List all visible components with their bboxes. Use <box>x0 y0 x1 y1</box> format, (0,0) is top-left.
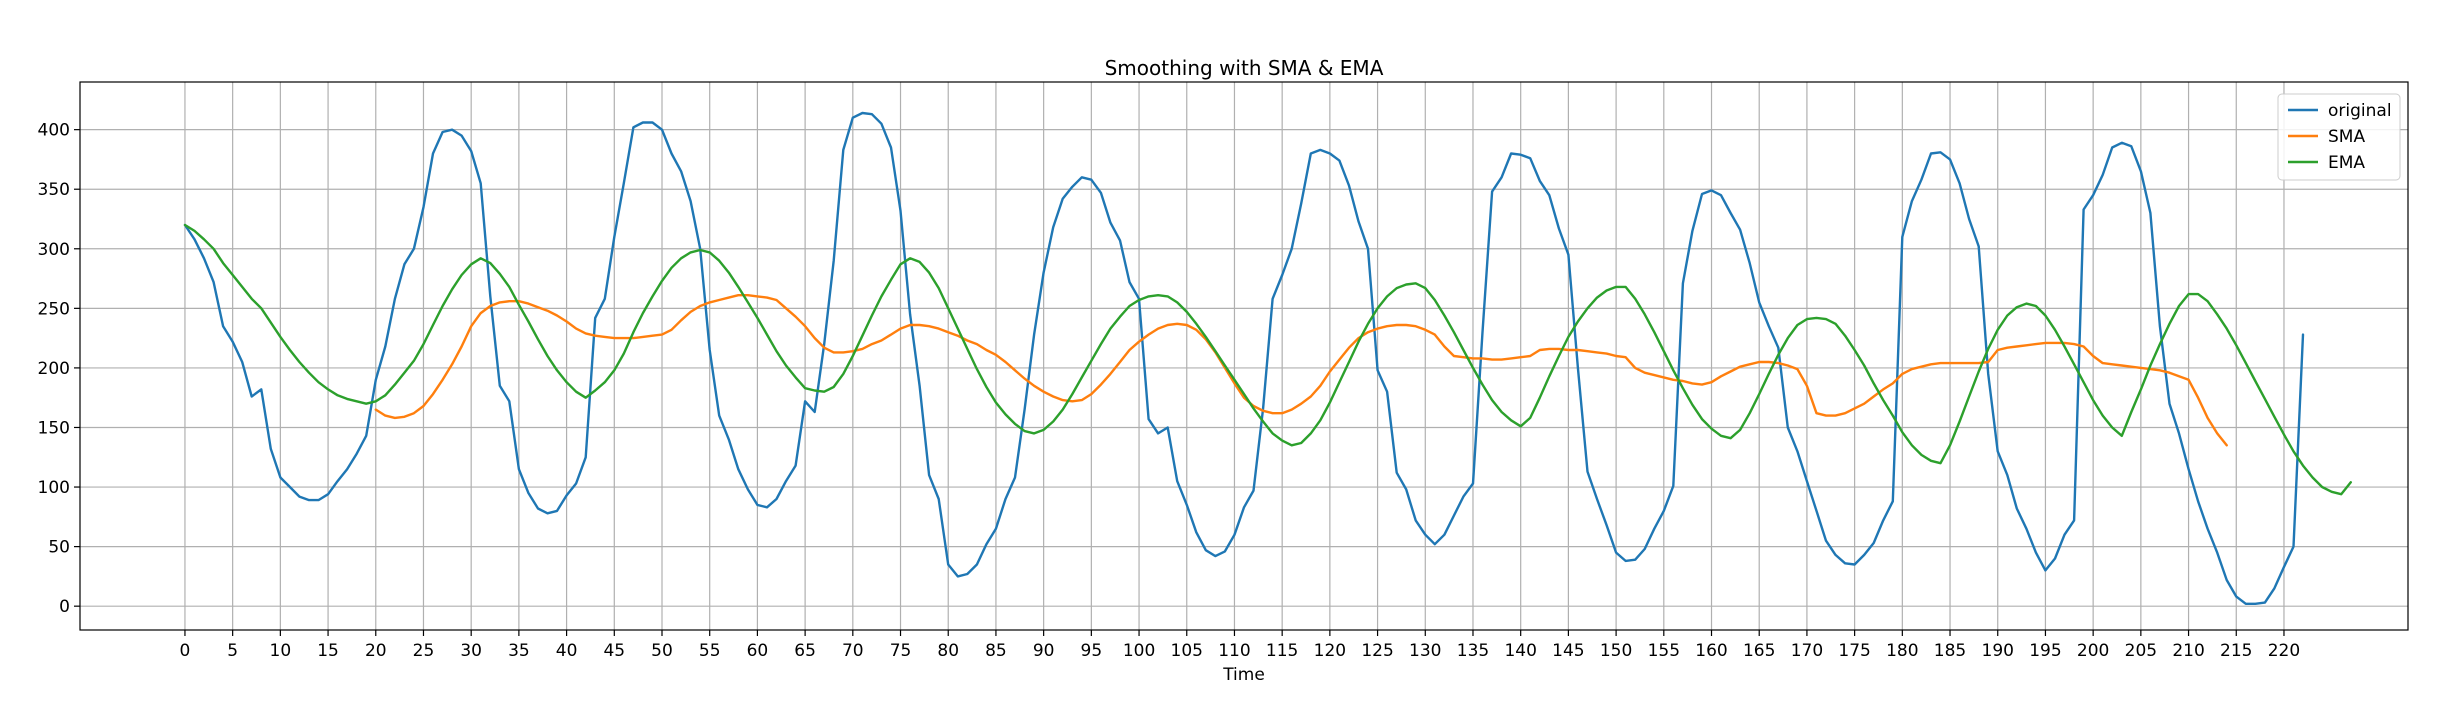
x-tick-label: 100 <box>1123 641 1155 661</box>
x-tick-label: 95 <box>1081 641 1103 661</box>
x-tick-label: 70 <box>842 641 864 661</box>
x-tick-label: 175 <box>1838 641 1870 661</box>
y-tick-label: 50 <box>48 538 70 558</box>
x-tick-label: 165 <box>1743 641 1775 661</box>
x-tick-label: 200 <box>2077 641 2109 661</box>
axes-frame <box>79 81 2409 631</box>
x-tick-label: 75 <box>890 641 912 661</box>
x-tick-label: 130 <box>1409 641 1441 661</box>
x-tick-label: 135 <box>1457 641 1489 661</box>
x-tick-label: 50 <box>651 641 673 661</box>
x-tick-label: 115 <box>1266 641 1298 661</box>
x-tick-label: 140 <box>1504 641 1536 661</box>
x-tick-label: 80 <box>937 641 959 661</box>
y-tick-label: 150 <box>38 418 70 438</box>
series-layer <box>183 111 2352 605</box>
y-tick-label: 350 <box>38 180 70 200</box>
series-line-original <box>183 111 2305 605</box>
x-tick-label: 195 <box>2029 641 2061 661</box>
y-tick-label: 300 <box>38 240 70 260</box>
x-tick-label: 145 <box>1552 641 1584 661</box>
x-tick-label: 105 <box>1171 641 1203 661</box>
legend: original SMA EMA <box>2277 93 2401 181</box>
x-tick-label: 220 <box>2268 641 2300 661</box>
y-tick-label: 100 <box>38 478 70 498</box>
x-tick-label: 150 <box>1600 641 1632 661</box>
x-tick-label: 0 <box>180 641 191 661</box>
x-tick-label: 110 <box>1218 641 1250 661</box>
grid-layer <box>80 82 2408 630</box>
x-tick-label: 25 <box>413 641 435 661</box>
legend-label-original: original <box>2328 101 2392 121</box>
x-tick-label: 120 <box>1314 641 1346 661</box>
x-tick-label: 20 <box>365 641 387 661</box>
legend-label-ema: EMA <box>2328 153 2365 173</box>
x-tick-label: 60 <box>747 641 769 661</box>
x-tick-label: 215 <box>2220 641 2252 661</box>
x-tick-label: 90 <box>1033 641 1055 661</box>
series-line-ema <box>183 223 2352 496</box>
x-tick-label: 5 <box>227 641 238 661</box>
y-tick-label: 400 <box>38 121 70 141</box>
x-tick-label: 155 <box>1648 641 1680 661</box>
y-tick-label: 250 <box>38 299 70 319</box>
chart-title: Smoothing with SMA & EMA <box>1105 56 1384 80</box>
x-tick-label: 125 <box>1361 641 1393 661</box>
x-tick-label: 160 <box>1695 641 1727 661</box>
x-axis-label: Time <box>1222 665 1265 685</box>
x-tick-label: 185 <box>1934 641 1966 661</box>
x-tick-label: 10 <box>270 641 292 661</box>
legend-box <box>2277 93 2401 181</box>
x-tick-label: 35 <box>508 641 530 661</box>
x-tick-label: 40 <box>556 641 578 661</box>
x-tick-label: 30 <box>460 641 482 661</box>
x-tick-label: 85 <box>985 641 1007 661</box>
x-tick-label: 45 <box>603 641 625 661</box>
x-tick-label: 170 <box>1791 641 1823 661</box>
x-tick-label: 180 <box>1886 641 1918 661</box>
x-tick-label: 55 <box>699 641 721 661</box>
tick-layer: 0 5 10 15 20 25 30 35 40 45 50 55 60 65 70 75 80 85 90 95 10… <box>38 121 2301 661</box>
x-tick-label: 210 <box>2172 641 2204 661</box>
x-tick-label: 65 <box>794 641 816 661</box>
legend-label-sma: SMA <box>2328 127 2365 147</box>
y-tick-label: 200 <box>38 359 70 379</box>
x-tick-label: 205 <box>2125 641 2157 661</box>
y-tick-label: 0 <box>59 597 70 617</box>
x-tick-label: 190 <box>1982 641 2014 661</box>
series-line-sma <box>374 294 2228 447</box>
x-tick-label: 15 <box>317 641 339 661</box>
